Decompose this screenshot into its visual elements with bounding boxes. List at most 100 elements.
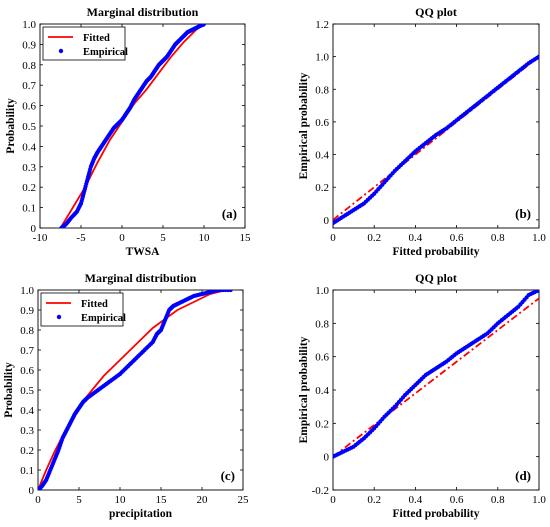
- x-tick-label: 20: [197, 494, 209, 506]
- y-tick-label: 1.0: [22, 19, 36, 31]
- y-tick-label: 0.2: [315, 418, 329, 430]
- x-tick-label: 25: [238, 494, 250, 506]
- y-axis-label: Probability: [3, 362, 15, 418]
- panel-label: (c): [221, 468, 235, 483]
- y-tick-label: 0.7: [22, 80, 36, 92]
- x-tick-label: 1.0: [532, 494, 546, 506]
- y-axis-label: Empirical probability: [298, 336, 310, 443]
- chart-title: Marginal distribution: [85, 271, 197, 285]
- y-tick-label: 0: [324, 215, 330, 227]
- y-axis-label: Empirical probability: [298, 72, 310, 179]
- y-tick-label: 0.8: [315, 84, 329, 96]
- y-axis-label: Probability: [5, 98, 17, 154]
- y-tick-label: 0.2: [20, 445, 34, 457]
- legend-empirical-label: Empirical: [83, 47, 128, 58]
- chart-panel-4: 0 0.2 0.4 0.6 0.8 1.0-0.200.20.40.60.81.0QQ p…: [298, 271, 546, 520]
- legend-box: [42, 26, 126, 61]
- y-tick-label: 0.3: [20, 425, 34, 437]
- x-tick-label: 10: [115, 494, 127, 506]
- y-tick-label: 0.5: [20, 385, 34, 397]
- x-tick-label: 0.2: [367, 494, 381, 506]
- chart-panel-2: 0 0.2 0.4 0.6 0.8 1.0 0 0.2 0.4 0.6 0.8 1.0 1.2 QQ pl…: [298, 5, 546, 258]
- y-tick-label: 0: [29, 485, 35, 497]
- y-tick-label: 0: [31, 223, 37, 235]
- y-tick-label: 0.6: [20, 365, 34, 377]
- x-tick-label: -10: [33, 232, 48, 244]
- x-tick-label: 5: [76, 494, 82, 506]
- series-fitted-line: [333, 55, 539, 221]
- legend-fitted-label: Fitted: [83, 33, 110, 44]
- series-empirical: [59, 24, 207, 228]
- chart-panel-1: -10 -5 0 5 10 15 0 0.1 0.2 0.3 0.4 0.5 0.6 0.7 0.8 0.9 1…: [5, 5, 251, 258]
- y-tick-label: 0.4: [20, 405, 34, 417]
- x-tick-label: 0.8: [491, 232, 505, 244]
- legend: Fitted Empirical: [42, 26, 128, 61]
- x-tick-label: 0: [119, 232, 125, 244]
- chart-title: QQ plot: [415, 271, 457, 285]
- y-tick-label: 0.1: [22, 203, 36, 215]
- y-tick-label: 0.1: [20, 465, 34, 477]
- y-tick-label: 0.2: [315, 182, 329, 194]
- series-empirical: [333, 54, 539, 226]
- x-tick-label: 0.4: [409, 494, 423, 506]
- x-axis-label: Fitted probability: [392, 508, 479, 520]
- x-tick-label: 15: [156, 494, 168, 506]
- plot-area: [333, 54, 539, 226]
- x-axis-label: Fitted probability: [392, 246, 479, 258]
- x-tick-label: 5: [160, 232, 166, 244]
- x-axis-label: TWSA: [126, 246, 161, 258]
- y-tick-label: 0.8: [315, 318, 329, 330]
- x-tick-label: 0.6: [450, 494, 464, 506]
- x-tick-label: -5: [76, 232, 86, 244]
- x-tick-label: 0.6: [450, 232, 464, 244]
- y-tick-label: 0.7: [20, 345, 34, 357]
- plot-area: [59, 24, 207, 228]
- x-axis-label: precipitation: [109, 508, 173, 520]
- y-tick-label: 0.6: [22, 101, 36, 113]
- y-tick-label: 1.2: [315, 19, 329, 31]
- series-empirical: [38, 290, 233, 490]
- chart-title: Marginal distribution: [87, 5, 199, 19]
- y-tick-label: 0.9: [20, 305, 34, 317]
- series-empirical: [333, 290, 539, 459]
- plot-area: [38, 290, 233, 490]
- legend-empirical-label: Empirical: [81, 313, 126, 324]
- legend-fitted-label: Fitted: [81, 299, 108, 310]
- panel-label: (d): [515, 468, 531, 483]
- y-tick-label: 0.6: [315, 352, 329, 364]
- y-tick-label: 1.0: [315, 52, 329, 64]
- y-tick-label: -0.2: [312, 485, 329, 497]
- legend-empirical-swatch: [56, 314, 62, 320]
- plot-area: [333, 290, 539, 459]
- y-tick-label: 0.8: [20, 325, 34, 337]
- x-tick-label: 0.8: [491, 494, 505, 506]
- y-tick-label: 0: [324, 452, 330, 464]
- y-tick-label: 1.0: [315, 285, 329, 297]
- legend-box: [40, 292, 124, 327]
- empirical-point: [536, 54, 539, 59]
- y-tick-label: 0.2: [22, 182, 36, 194]
- x-tick-label: 15: [240, 232, 252, 244]
- y-tick-label: 0.9: [22, 39, 36, 51]
- x-tick-label: 0: [330, 232, 336, 244]
- x-tick-label: 10: [199, 232, 211, 244]
- y-tick-label: 0.3: [22, 162, 36, 174]
- axes-frame: [332, 23, 540, 229]
- x-tick-label: 0: [35, 494, 41, 506]
- series-fitted-line: [333, 297, 539, 458]
- y-tick-label: 1.0: [20, 285, 34, 297]
- x-tick-label: 0: [330, 494, 336, 506]
- empirical-point: [201, 24, 207, 27]
- y-tick-label: 0.4: [315, 150, 329, 162]
- empirical-point: [228, 290, 233, 293]
- panel-label: (a): [222, 206, 237, 221]
- legend-empirical-swatch: [58, 48, 64, 54]
- x-tick-label: 0.4: [409, 232, 423, 244]
- y-tick-label: 0.4: [22, 141, 36, 153]
- x-tick-label: 0.2: [367, 232, 381, 244]
- y-tick-label: 0.8: [22, 60, 36, 72]
- legend: Fitted Empirical: [40, 292, 126, 327]
- chart-panel-3: 0 5 10 15 20 25 0 0.1 0.2 0.3 0.4 0.5 0.6 0.7 0.8 0.9 1.…: [3, 271, 249, 520]
- panel-label: (b): [515, 206, 531, 221]
